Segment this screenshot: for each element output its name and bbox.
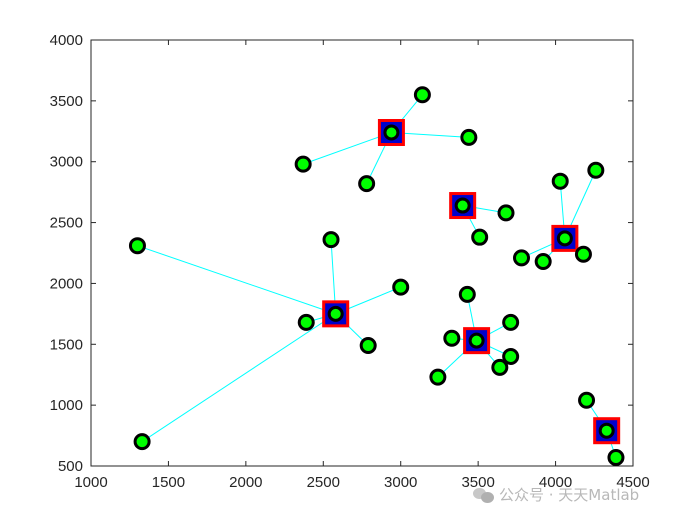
- data-point: [607, 448, 625, 466]
- data-point: [587, 161, 605, 179]
- data-point: [491, 358, 509, 376]
- cluster-link: [137, 245, 336, 315]
- x-tick-label: 2000: [229, 474, 262, 491]
- data-point: [502, 313, 520, 331]
- wechat-icon: [473, 486, 495, 504]
- data-point: [133, 433, 151, 451]
- data-point: [513, 249, 531, 267]
- y-tick-label: 3500: [50, 93, 83, 110]
- data-point: [429, 368, 447, 386]
- cluster-center-point: [598, 422, 615, 439]
- cluster-link: [302, 132, 392, 165]
- data-point: [460, 128, 478, 146]
- x-tick-label: 3000: [384, 474, 417, 491]
- axis-ticks: 1000 1500 2000 2500 3000 3500 4000 450050010001…: [50, 32, 650, 491]
- y-tick-label: 2500: [50, 215, 83, 232]
- data-point: [358, 175, 376, 193]
- data-point: [551, 172, 569, 190]
- y-tick-label: 1000: [50, 397, 83, 414]
- cluster-center-point: [556, 230, 573, 247]
- x-tick-label: 4500: [616, 474, 649, 491]
- data-point: [471, 228, 489, 246]
- cluster-centers: [322, 119, 621, 445]
- data-point: [294, 155, 312, 173]
- x-tick-label: 1000: [74, 474, 107, 491]
- watermark-text: 公众号 · 天天Matlab: [499, 486, 640, 504]
- watermark: 公众号 · 天天Matlab: [473, 484, 639, 505]
- plot-area: [90, 39, 634, 467]
- y-tick-label: 1500: [50, 336, 83, 353]
- y-tick-label: 4000: [50, 32, 83, 49]
- y-tick-label: 3000: [50, 154, 83, 171]
- y-tick-label: 2000: [50, 275, 83, 292]
- y-tick-label: 500: [58, 458, 83, 475]
- cluster-center-point: [454, 197, 471, 214]
- cluster-center-point: [468, 332, 485, 349]
- data-points: [128, 86, 625, 466]
- x-tick-label: 1500: [152, 474, 185, 491]
- data-point: [497, 204, 515, 222]
- data-point: [297, 313, 315, 331]
- x-tick-label: 4000: [539, 474, 572, 491]
- data-point: [322, 231, 340, 249]
- data-point: [443, 329, 461, 347]
- cluster-center-point: [383, 124, 400, 141]
- x-tick-label: 3500: [461, 474, 494, 491]
- data-point: [502, 347, 520, 365]
- x-tick-label: 2500: [307, 474, 340, 491]
- data-point: [392, 278, 410, 296]
- data-point: [128, 237, 146, 255]
- data-point: [578, 391, 596, 409]
- data-point: [413, 86, 431, 104]
- data-point: [574, 245, 592, 263]
- data-point: [359, 337, 377, 355]
- cluster-link: [141, 313, 336, 443]
- data-point: [458, 285, 476, 303]
- data-point: [534, 253, 552, 271]
- cluster-center-point: [327, 305, 344, 322]
